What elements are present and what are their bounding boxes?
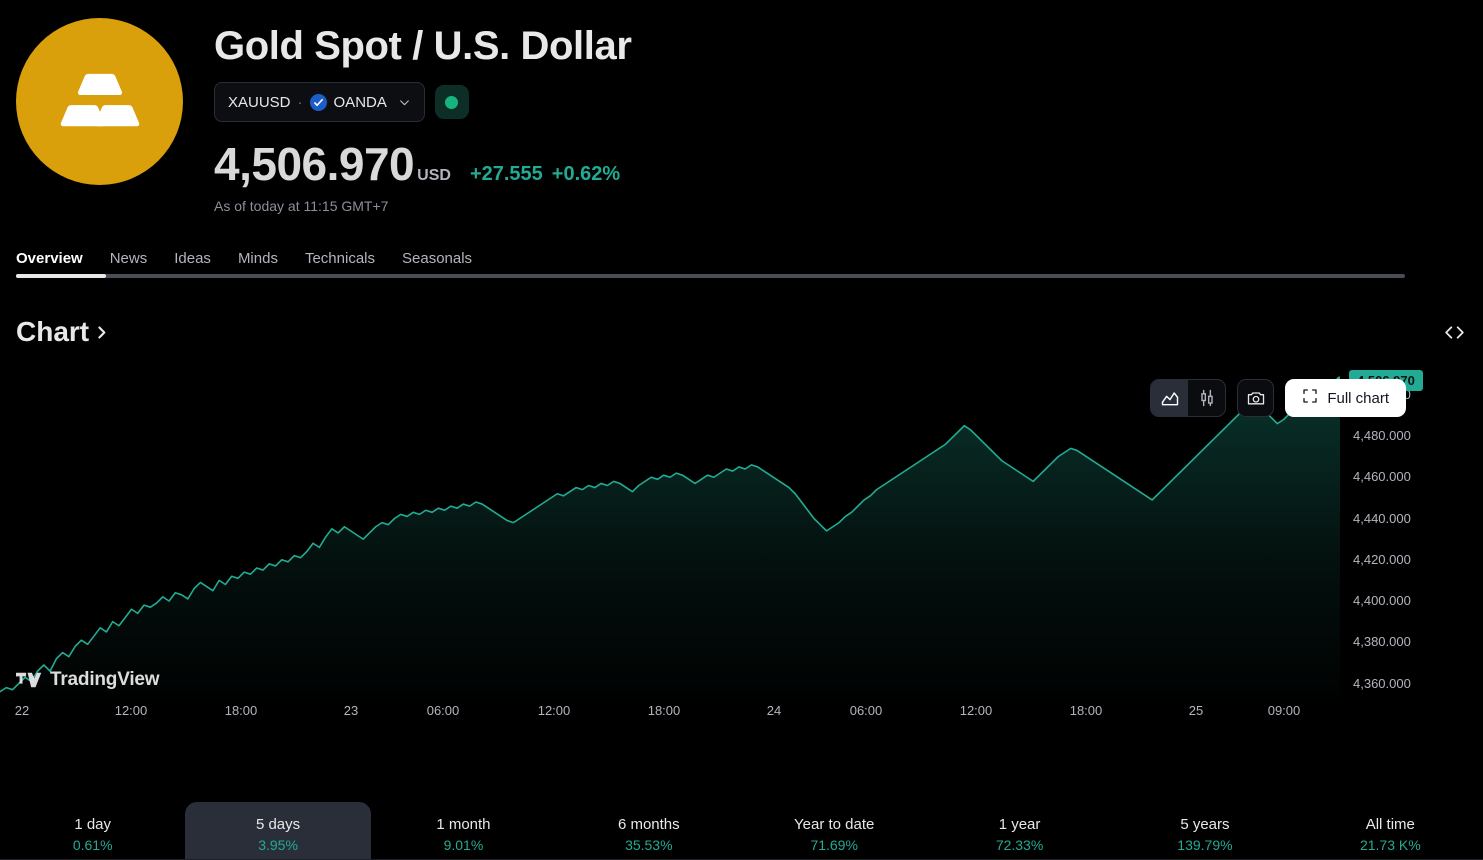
chart-title-label: Chart <box>16 316 90 347</box>
period-option-1-year[interactable]: 1 year 72.33% <box>927 802 1112 860</box>
period-label: Year to date <box>794 815 875 833</box>
period-change-value: 21.73 K% <box>1359 836 1421 853</box>
full-chart-label: Full chart <box>1327 389 1389 407</box>
tab-scrollbar-thumb[interactable] <box>16 274 106 278</box>
page-title: Gold Spot / U.S. Dollar <box>214 24 632 68</box>
period-label: 5 years <box>1180 815 1230 833</box>
time-axis-label: 25 <box>1188 703 1204 718</box>
chart-header: Chart <box>0 316 1483 348</box>
tradingview-watermark-label: TradingView <box>50 669 160 690</box>
chevron-down-icon <box>398 96 411 109</box>
period-option-1-month[interactable]: 1 month 9.01% <box>371 802 556 860</box>
period-change-value: 139.79% <box>1177 836 1233 853</box>
period-option-5-days[interactable]: 5 days 3.95% <box>185 802 371 860</box>
price-axis-label: 4,380.000 <box>1353 634 1411 650</box>
period-label: 1 day <box>74 815 112 833</box>
period-label: 1 month <box>436 815 491 833</box>
period-change-value: 71.69% <box>810 836 858 853</box>
time-axis-label: 22 <box>14 703 30 718</box>
period-change-value: 3.95% <box>258 836 298 853</box>
time-axis-label: 09:00 <box>1267 703 1301 718</box>
chart-title-link[interactable]: Chart <box>16 316 110 348</box>
period-option-year-to-date[interactable]: Year to date 71.69% <box>742 802 927 860</box>
tab-seasonals[interactable]: Seasonals <box>402 250 473 267</box>
time-axis[interactable]: 22 12:00 18:00 23 06:00 12:00 18:00 24 06:00 12:0… <box>0 700 1483 724</box>
ticker-separator: · <box>297 93 303 111</box>
time-axis-label: 18:00 <box>1069 703 1103 718</box>
last-price: 4,506.970 <box>214 138 415 190</box>
period-label: 6 months <box>617 815 680 833</box>
price-axis-label: 4,360.000 <box>1353 675 1411 691</box>
exchange-name: OANDA <box>333 93 387 111</box>
tab-ideas[interactable]: Ideas <box>174 250 211 267</box>
time-axis-label: 18:00 <box>224 703 258 718</box>
time-axis-label: 12:00 <box>537 703 571 718</box>
price-axis[interactable]: 4,500.0004,480.0004,460.0004,440.0004,42… <box>1335 370 1483 700</box>
price-chart[interactable]: TradingView 4,500.0004,480.0004,460.0004… <box>0 370 1483 700</box>
period-option-1-day[interactable]: 1 day 0.61% <box>0 802 185 860</box>
price-change-absolute: +27.555 <box>469 163 543 185</box>
ticker-row: XAUUSD · OANDA <box>214 82 1483 122</box>
price-currency: USD <box>417 167 451 184</box>
chart-toolbar: Full chart <box>1150 379 1406 417</box>
chart-canvas <box>0 376 1340 700</box>
tab-list: Overview News Ideas Minds Technicals Sea… <box>16 250 1483 278</box>
period-selector: 1 day 0.61% 5 days 3.95% 1 month 9.01% 6 month… <box>0 802 1483 860</box>
chevron-right-icon <box>93 324 110 341</box>
ticker-symbol: XAUUSD <box>228 93 291 111</box>
symbol-selector[interactable]: XAUUSD · OANDA <box>214 82 425 122</box>
price-axis-label: 4,440.000 <box>1353 510 1411 526</box>
time-axis-label: 18:00 <box>647 703 681 718</box>
time-axis-label: 06:00 <box>849 703 883 718</box>
price-axis-label: 4,480.000 <box>1353 428 1411 443</box>
period-change-value: 0.61% <box>72 836 113 853</box>
period-label: 5 days <box>255 815 301 833</box>
tab-overview[interactable]: Overview <box>16 250 83 267</box>
gold-bars-icon <box>16 18 183 185</box>
chart-section: Chart <box>0 316 1483 724</box>
period-change-value: 9.01% <box>443 836 484 853</box>
chart-type-group <box>1150 379 1227 417</box>
price-axis-label: 4,460.000 <box>1353 469 1411 485</box>
time-axis-label: 24 <box>766 703 782 718</box>
full-chart-button[interactable]: Full chart <box>1285 379 1406 417</box>
area-chart-icon[interactable] <box>1151 380 1189 416</box>
as-of-timestamp: As of today at 11:15 GMT+7 <box>214 198 389 214</box>
header-main: Gold Spot / U.S. Dollar XAUUSD · OANDA <box>214 16 1483 214</box>
price-axis-label: 4,400.000 <box>1353 593 1411 608</box>
period-change-value: 35.53% <box>625 836 673 853</box>
price-row: 4,506.970 USD +27.555 +0.62% <box>214 138 1483 190</box>
section-tabs: Overview News Ideas Minds Technicals Sea… <box>0 250 1483 278</box>
market-status-badge[interactable] <box>434 85 469 119</box>
tradingview-logo-icon: TradingView <box>16 669 160 691</box>
period-option-all-time[interactable]: All time 21.73 K% <box>1298 802 1483 860</box>
time-axis-label: 06:00 <box>426 703 460 718</box>
code-embed-icon[interactable] <box>1442 320 1467 345</box>
tab-technicals[interactable]: Technicals <box>304 250 375 267</box>
period-option-5-years[interactable]: 5 years 139.79% <box>1112 802 1297 860</box>
period-label: All time <box>1365 815 1415 833</box>
period-label: 1 year <box>998 815 1041 833</box>
price-axis-label: 4,420.000 <box>1353 551 1411 567</box>
candlestick-chart-icon[interactable] <box>1188 380 1225 416</box>
verified-check-icon <box>309 93 327 111</box>
tab-news[interactable]: News <box>109 250 148 267</box>
tab-minds[interactable]: Minds <box>237 250 278 267</box>
price-change-percent: +0.62% <box>551 163 621 185</box>
instrument-header: Gold Spot / U.S. Dollar XAUUSD · OANDA <box>0 0 1483 214</box>
time-axis-label: 23 <box>343 703 359 718</box>
time-axis-label: 12:00 <box>114 703 148 718</box>
time-axis-label: 12:00 <box>959 703 993 718</box>
expand-icon <box>1302 388 1318 408</box>
period-option-6-months[interactable]: 6 months 35.53% <box>556 802 741 860</box>
period-change-value: 72.33% <box>995 836 1044 853</box>
camera-icon[interactable] <box>1237 379 1275 417</box>
tab-scrollbar-track[interactable] <box>16 274 1405 278</box>
market-open-dot <box>445 95 459 109</box>
